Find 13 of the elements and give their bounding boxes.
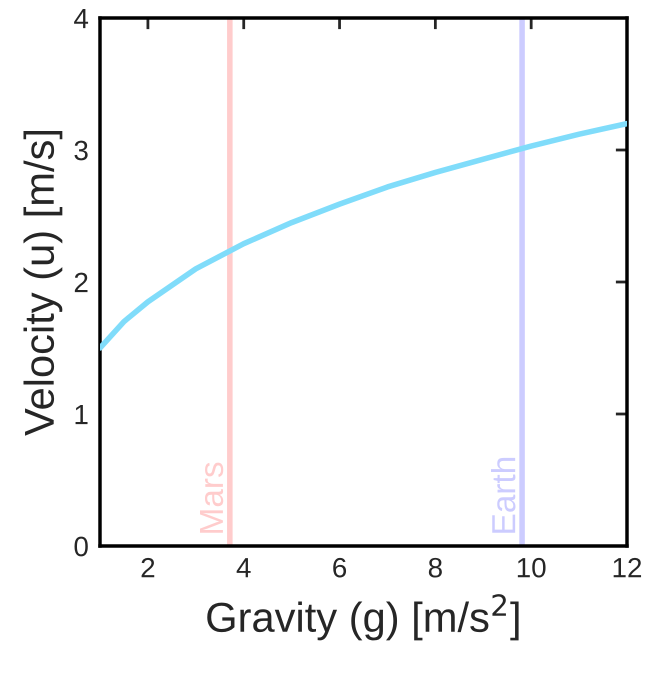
x-tick-label: 2 <box>142 558 154 578</box>
y-tick-label: 0 <box>74 536 88 556</box>
y-tick-label: 2 <box>74 272 88 292</box>
y-tick-label: 1 <box>76 404 88 424</box>
x-tick-label: 12 <box>614 558 642 578</box>
x-tick-label: 8 <box>428 558 442 578</box>
x-tick-label: 4 <box>236 558 251 578</box>
x-tick-label: 10 <box>518 558 546 578</box>
y-tick-label: 4 <box>74 8 88 28</box>
y-axis-title: Velocity (u) [m/s] <box>23 130 62 436</box>
x-axis-title: Gravity (g) [m/s$^{2}$] <box>207 594 519 640</box>
x-tick-label: 6 <box>333 558 346 578</box>
y-tick-label: 3 <box>74 140 88 160</box>
